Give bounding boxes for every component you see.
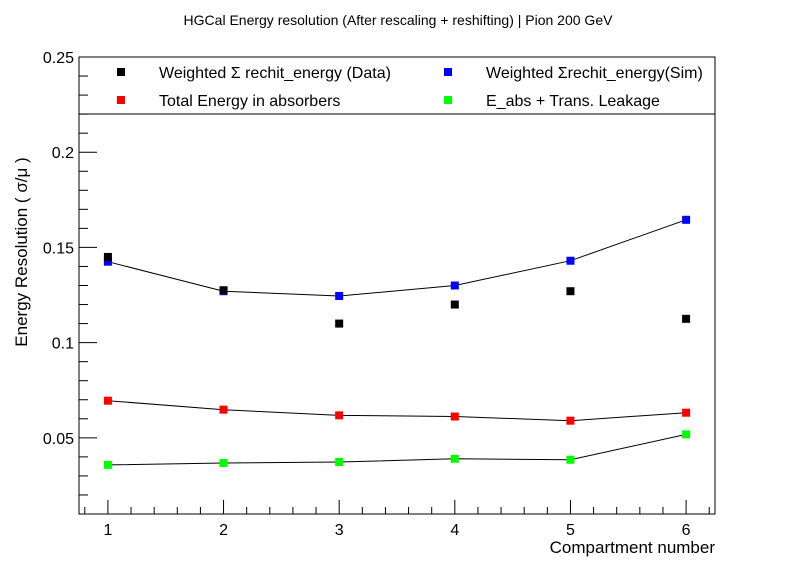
y-tick-label: 0.05 — [43, 431, 74, 448]
x-tick-label: 2 — [219, 522, 228, 539]
data-point — [103, 252, 112, 261]
axis-tick-labels: 1 2 3 4 5 6 0.05 0.1 0.15 0.2 0.25 — [43, 50, 691, 539]
data-point — [566, 287, 575, 296]
data-point — [450, 300, 459, 309]
x-axis-label: Compartment number — [550, 538, 716, 557]
data-point — [103, 460, 112, 469]
data-point — [682, 408, 691, 417]
data-point — [682, 430, 691, 439]
data-point — [103, 396, 112, 405]
x-tick-label: 5 — [566, 522, 575, 539]
legend-marker — [117, 68, 125, 76]
legend: Weighted Σ rechit_energy (Data) Weighted … — [79, 65, 715, 115]
data-point — [335, 458, 344, 467]
series-line — [107, 433, 687, 466]
data-point — [450, 412, 459, 421]
legend-marker — [117, 96, 125, 104]
x-tick-label: 6 — [682, 522, 691, 539]
data-point — [566, 416, 575, 425]
data-point — [566, 256, 575, 265]
series-line — [107, 400, 687, 422]
y-tick-label: 0.2 — [52, 145, 74, 162]
series-line — [107, 219, 687, 297]
data-point — [219, 405, 228, 414]
data-point — [450, 281, 459, 290]
legend-label: E_abs + Trans. Leakage — [486, 93, 660, 110]
legend-label: Total Energy in absorbers — [159, 93, 340, 110]
series-lines — [107, 219, 687, 466]
y-axis-label: Energy Resolution ( σ/μ ) — [12, 157, 31, 346]
data-point — [450, 454, 459, 463]
axis-ticks — [79, 56, 710, 515]
legend-marker — [444, 68, 452, 76]
data-point — [335, 291, 344, 300]
y-tick-label: 0.1 — [52, 336, 74, 353]
legend-marker — [444, 96, 452, 104]
legend-label: Weighted Σ rechit_energy (Data) — [159, 65, 391, 82]
data-point — [103, 257, 112, 266]
data-point — [682, 215, 691, 224]
y-tick-label: 0.15 — [43, 240, 74, 257]
x-tick-label: 1 — [103, 522, 112, 539]
series-points — [103, 215, 691, 469]
legend-label: Weighted Σrechit_energy(Sim) — [486, 65, 703, 82]
y-tick-label: 0.25 — [43, 50, 74, 67]
x-tick-label: 3 — [335, 522, 344, 539]
data-point — [682, 314, 691, 323]
data-point — [219, 286, 228, 295]
x-tick-label: 4 — [450, 522, 459, 539]
data-point — [219, 458, 228, 467]
data-point — [335, 411, 344, 420]
data-point — [566, 455, 575, 464]
chart-title: HGCal Energy resolution (After rescaling… — [184, 12, 614, 28]
data-point — [335, 319, 344, 328]
